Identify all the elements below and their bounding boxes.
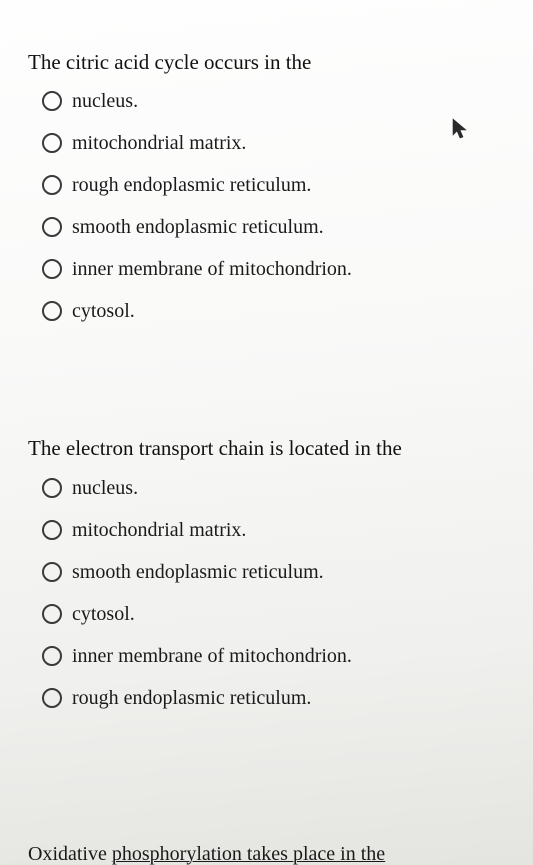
question-2-option-3[interactable]: cytosol.	[42, 601, 505, 627]
radio-icon[interactable]	[42, 301, 62, 321]
question-3-prompt-cutoff: Oxidative phosphorylation takes place in…	[28, 841, 505, 865]
option-label: rough endoplasmic reticulum.	[72, 172, 311, 198]
option-label: cytosol.	[72, 298, 135, 324]
question-1-option-4[interactable]: inner membrane of mitochondrion.	[42, 256, 505, 282]
question-2-option-4[interactable]: inner membrane of mitochondrion.	[42, 643, 505, 669]
radio-icon[interactable]	[42, 646, 62, 666]
question-1: The citric acid cycle occurs in the nucl…	[28, 48, 505, 324]
radio-icon[interactable]	[42, 259, 62, 279]
radio-icon[interactable]	[42, 604, 62, 624]
option-label: nucleus.	[72, 475, 138, 501]
cutoff-rest: phosphorylation takes place in the	[112, 843, 385, 865]
option-label: nucleus.	[72, 88, 138, 114]
option-label: smooth endoplasmic reticulum.	[72, 214, 324, 240]
question-2: The electron transport chain is located …	[28, 434, 505, 710]
question-1-option-5[interactable]: cytosol.	[42, 298, 505, 324]
option-label: smooth endoplasmic reticulum.	[72, 559, 324, 585]
question-1-option-1[interactable]: mitochondrial matrix.	[42, 130, 505, 156]
radio-icon[interactable]	[42, 217, 62, 237]
radio-icon[interactable]	[42, 520, 62, 540]
cutoff-prefix: Oxidative	[28, 843, 112, 865]
question-2-option-5[interactable]: rough endoplasmic reticulum.	[42, 685, 505, 711]
radio-icon[interactable]	[42, 688, 62, 708]
radio-icon[interactable]	[42, 91, 62, 111]
question-2-option-2[interactable]: smooth endoplasmic reticulum.	[42, 559, 505, 585]
option-label: cytosol.	[72, 601, 135, 627]
radio-icon[interactable]	[42, 562, 62, 582]
radio-icon[interactable]	[42, 478, 62, 498]
option-label: mitochondrial matrix.	[72, 517, 246, 543]
option-label: inner membrane of mitochondrion.	[72, 643, 352, 669]
question-2-option-1[interactable]: mitochondrial matrix.	[42, 517, 505, 543]
radio-icon[interactable]	[42, 175, 62, 195]
question-1-option-3[interactable]: smooth endoplasmic reticulum.	[42, 214, 505, 240]
question-2-prompt: The electron transport chain is located …	[28, 434, 505, 462]
option-label: rough endoplasmic reticulum.	[72, 685, 311, 711]
option-label: mitochondrial matrix.	[72, 130, 246, 156]
radio-icon[interactable]	[42, 133, 62, 153]
option-label: inner membrane of mitochondrion.	[72, 256, 352, 282]
question-2-option-0[interactable]: nucleus.	[42, 475, 505, 501]
question-1-option-2[interactable]: rough endoplasmic reticulum.	[42, 172, 505, 198]
question-1-prompt: The citric acid cycle occurs in the	[28, 48, 505, 76]
question-1-option-0[interactable]: nucleus.	[42, 88, 505, 114]
